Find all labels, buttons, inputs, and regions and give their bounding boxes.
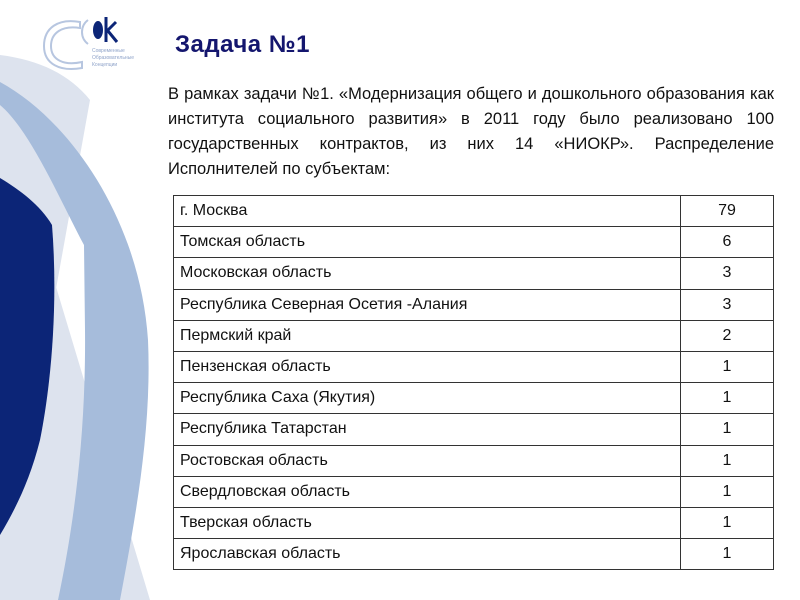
region-cell: Республика Саха (Якутия) bbox=[173, 382, 681, 415]
table-row: Свердловская область 1 bbox=[173, 475, 774, 508]
table-row: Республика Татарстан 1 bbox=[173, 413, 774, 446]
regions-table: г. Москва 79 Томская область 6 Московская об… bbox=[173, 194, 774, 571]
region-cell: Московская область bbox=[173, 257, 681, 290]
count-cell: 6 bbox=[680, 226, 774, 259]
table-row: Тверская область 1 bbox=[173, 506, 774, 540]
navy-region bbox=[0, 178, 55, 535]
svg-text:Современные: Современные bbox=[92, 48, 125, 54]
count-cell: 3 bbox=[680, 288, 774, 321]
count-cell: 1 bbox=[680, 382, 774, 415]
region-cell: Ярославская область bbox=[173, 538, 681, 571]
light-region bbox=[0, 55, 150, 600]
table-row: Ярославская область 1 bbox=[173, 538, 774, 571]
page-title: Задача №1 bbox=[175, 31, 310, 58]
region-cell: Республика Татарстан bbox=[173, 413, 681, 446]
region-cell: Томская область bbox=[173, 226, 681, 259]
table-row: Ростовская область 1 bbox=[173, 444, 774, 477]
count-cell: 1 bbox=[680, 506, 774, 540]
count-cell: 2 bbox=[680, 319, 774, 352]
count-cell: 1 bbox=[680, 444, 774, 477]
table-row: Томская область 6 bbox=[173, 226, 774, 259]
region-cell: г. Москва bbox=[173, 194, 681, 228]
svg-text:Образовательные: Образовательные bbox=[92, 55, 134, 61]
count-cell: 3 bbox=[680, 257, 774, 290]
region-cell: Свердловская область bbox=[173, 475, 681, 508]
region-cell: Республика Северная Осетия -Алания bbox=[173, 288, 681, 321]
blue-band bbox=[0, 82, 149, 600]
region-cell: Ростовская область bbox=[173, 444, 681, 477]
count-cell: 1 bbox=[680, 538, 774, 571]
region-cell: Пермский край bbox=[173, 319, 681, 352]
count-cell: 1 bbox=[680, 475, 774, 508]
logo: Современные Образовательные Концепции bbox=[42, 17, 134, 70]
table-row: Пермский край 2 bbox=[173, 319, 774, 352]
table-row: г. Москва 79 bbox=[173, 194, 774, 228]
table-row: Республика Саха (Якутия) 1 bbox=[173, 382, 774, 415]
intro-paragraph: В рамках задачи №1. «Модернизация общего… bbox=[168, 85, 774, 178]
svg-text:Концепции: Концепции bbox=[92, 62, 117, 68]
count-cell: 1 bbox=[680, 413, 774, 446]
table-row: Республика Северная Осетия -Алания 3 bbox=[173, 288, 774, 321]
region-cell: Пензенская область bbox=[173, 350, 681, 384]
table-row: Московская область 3 bbox=[173, 257, 774, 290]
region-cell: Тверская область bbox=[173, 506, 681, 540]
table-row: Пензенская область 1 bbox=[173, 350, 774, 384]
count-cell: 1 bbox=[680, 350, 774, 384]
count-cell: 79 bbox=[680, 194, 774, 228]
